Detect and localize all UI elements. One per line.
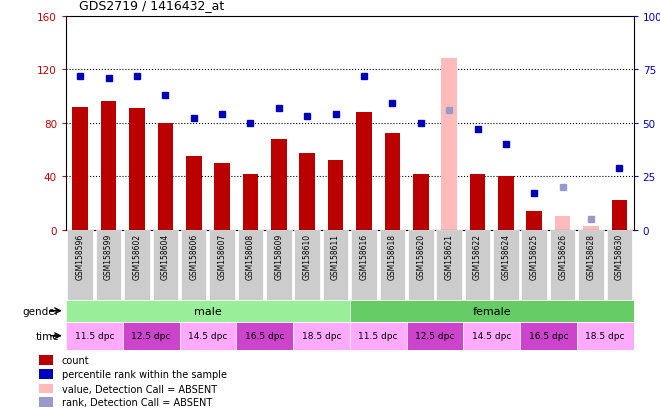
Bar <box>73 107 88 230</box>
Bar <box>555 217 570 230</box>
Text: percentile rank within the sample: percentile rank within the sample <box>62 369 227 379</box>
Bar <box>413 174 428 230</box>
FancyBboxPatch shape <box>152 230 178 300</box>
FancyBboxPatch shape <box>465 230 490 300</box>
Bar <box>356 113 372 230</box>
Text: 14.5 dpc: 14.5 dpc <box>188 331 228 340</box>
Bar <box>129 109 145 230</box>
Text: GSM158624: GSM158624 <box>502 234 510 280</box>
FancyBboxPatch shape <box>521 230 547 300</box>
FancyBboxPatch shape <box>209 230 235 300</box>
FancyBboxPatch shape <box>236 322 293 350</box>
FancyBboxPatch shape <box>180 322 236 350</box>
FancyBboxPatch shape <box>238 230 263 300</box>
FancyBboxPatch shape <box>123 322 180 350</box>
Text: GSM158621: GSM158621 <box>445 234 453 280</box>
Bar <box>385 134 400 230</box>
FancyBboxPatch shape <box>294 230 320 300</box>
Text: GSM158610: GSM158610 <box>303 234 312 280</box>
Text: GSM158604: GSM158604 <box>161 234 170 280</box>
Bar <box>583 226 599 230</box>
FancyBboxPatch shape <box>351 230 377 300</box>
Text: female: female <box>473 306 511 316</box>
Bar <box>186 157 201 230</box>
FancyBboxPatch shape <box>67 230 93 300</box>
Bar <box>527 211 542 230</box>
Text: GSM158616: GSM158616 <box>360 234 368 280</box>
FancyBboxPatch shape <box>350 300 634 322</box>
Text: GSM158608: GSM158608 <box>246 234 255 280</box>
FancyBboxPatch shape <box>379 230 405 300</box>
Text: GSM158596: GSM158596 <box>76 234 84 280</box>
Text: GSM158602: GSM158602 <box>133 234 141 280</box>
FancyBboxPatch shape <box>407 322 463 350</box>
Text: GSM158609: GSM158609 <box>275 234 283 280</box>
Text: GDS2719 / 1416432_at: GDS2719 / 1416432_at <box>79 0 224 12</box>
FancyBboxPatch shape <box>181 230 207 300</box>
Bar <box>498 177 513 230</box>
FancyBboxPatch shape <box>124 230 150 300</box>
FancyBboxPatch shape <box>550 230 576 300</box>
FancyBboxPatch shape <box>350 322 407 350</box>
Text: GSM158599: GSM158599 <box>104 234 113 280</box>
Text: GSM158611: GSM158611 <box>331 234 340 280</box>
Text: GSM158630: GSM158630 <box>615 234 624 280</box>
Text: GSM158620: GSM158620 <box>416 234 425 280</box>
Text: time: time <box>36 331 59 341</box>
FancyBboxPatch shape <box>493 230 519 300</box>
FancyBboxPatch shape <box>408 230 434 300</box>
FancyBboxPatch shape <box>96 230 121 300</box>
FancyBboxPatch shape <box>323 230 348 300</box>
Text: rank, Detection Call = ABSENT: rank, Detection Call = ABSENT <box>62 397 212 407</box>
Text: GSM158606: GSM158606 <box>189 234 198 280</box>
Text: GSM158607: GSM158607 <box>218 234 226 280</box>
Text: 16.5 dpc: 16.5 dpc <box>245 331 284 340</box>
Text: 14.5 dpc: 14.5 dpc <box>472 331 512 340</box>
Text: count: count <box>62 355 89 365</box>
Bar <box>612 201 627 230</box>
Text: 11.5 dpc: 11.5 dpc <box>75 331 114 340</box>
Bar <box>101 102 116 230</box>
FancyBboxPatch shape <box>578 230 604 300</box>
Text: 18.5 dpc: 18.5 dpc <box>302 331 341 340</box>
Bar <box>39 384 53 394</box>
Text: 12.5 dpc: 12.5 dpc <box>131 331 171 340</box>
Bar <box>214 164 230 230</box>
Text: 18.5 dpc: 18.5 dpc <box>585 331 625 340</box>
Text: GSM158625: GSM158625 <box>530 234 539 280</box>
FancyBboxPatch shape <box>266 230 292 300</box>
Text: 12.5 dpc: 12.5 dpc <box>415 331 455 340</box>
FancyBboxPatch shape <box>577 322 634 350</box>
Bar <box>243 174 258 230</box>
Bar <box>39 369 53 379</box>
Text: GSM158622: GSM158622 <box>473 234 482 280</box>
FancyBboxPatch shape <box>607 230 632 300</box>
FancyBboxPatch shape <box>66 300 350 322</box>
Bar <box>470 174 485 230</box>
FancyBboxPatch shape <box>66 322 123 350</box>
Bar <box>328 161 343 230</box>
Bar <box>271 139 286 230</box>
Text: GSM158618: GSM158618 <box>388 234 397 280</box>
Text: GSM158628: GSM158628 <box>587 234 595 280</box>
Text: male: male <box>194 306 222 316</box>
FancyBboxPatch shape <box>463 322 520 350</box>
Bar <box>39 355 53 365</box>
FancyBboxPatch shape <box>520 322 577 350</box>
Text: gender: gender <box>22 306 59 316</box>
Text: value, Detection Call = ABSENT: value, Detection Call = ABSENT <box>62 384 217 394</box>
Bar <box>442 59 457 230</box>
Text: 16.5 dpc: 16.5 dpc <box>529 331 568 340</box>
FancyBboxPatch shape <box>293 322 350 350</box>
FancyBboxPatch shape <box>436 230 462 300</box>
Bar <box>300 154 315 230</box>
Text: 11.5 dpc: 11.5 dpc <box>358 331 398 340</box>
Text: GSM158626: GSM158626 <box>558 234 567 280</box>
Bar <box>39 397 53 407</box>
Bar <box>158 123 173 230</box>
